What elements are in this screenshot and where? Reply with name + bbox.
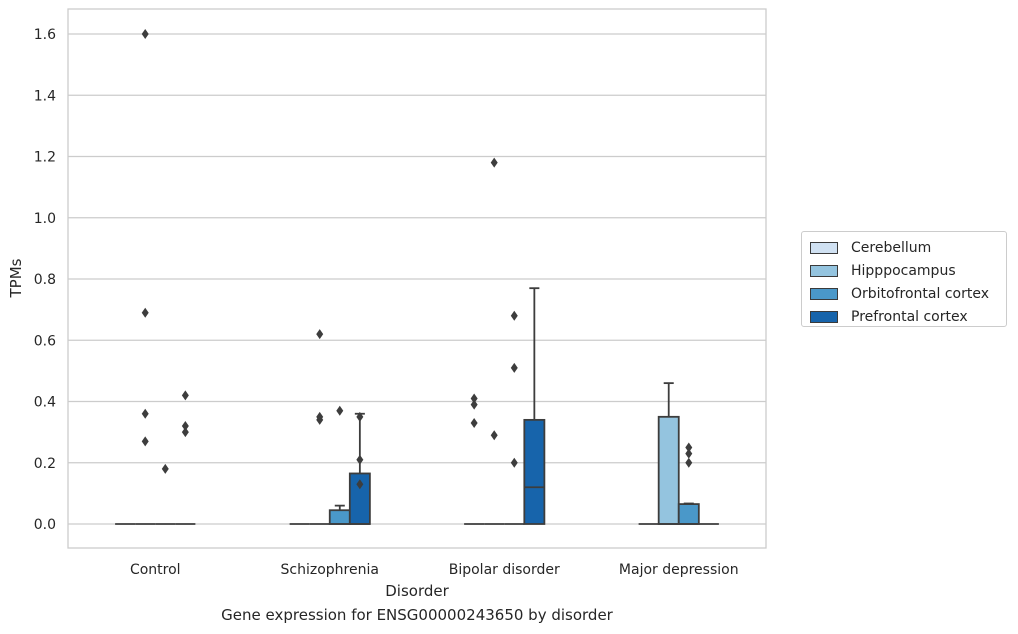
y-tick-label: 1.0 bbox=[34, 211, 56, 227]
box-prefrontal-cortex bbox=[175, 390, 196, 525]
legend-label: Orbitofrontal cortex bbox=[851, 285, 989, 302]
x-tick-label: Major depression bbox=[619, 562, 739, 578]
outlier-point bbox=[356, 454, 364, 465]
outlier-point bbox=[490, 157, 498, 168]
outlier-point bbox=[316, 411, 324, 422]
outlier-point bbox=[470, 393, 478, 404]
legend-label: Cerebellum bbox=[851, 239, 932, 256]
box-orbitofrontal-cortex bbox=[677, 442, 700, 525]
box-rect bbox=[328, 509, 351, 525]
outlier-point bbox=[141, 29, 149, 39]
x-tick-label: Bipolar disorder bbox=[449, 562, 560, 578]
box-orbitofrontal-cortex bbox=[155, 463, 176, 525]
outlier-point bbox=[181, 421, 189, 431]
outlier-point bbox=[685, 457, 693, 468]
y-tick-label: 0.4 bbox=[34, 395, 56, 411]
x-axis-title: Disorder bbox=[385, 582, 449, 600]
box-hipppocampus bbox=[484, 157, 505, 525]
legend-swatch bbox=[810, 241, 838, 254]
legend-swatch bbox=[810, 287, 838, 300]
outlier-point bbox=[181, 427, 189, 438]
y-tick-label: 1.4 bbox=[34, 88, 56, 104]
legend-item: Prefrontal cortex bbox=[810, 305, 1006, 328]
outlier-point bbox=[470, 399, 478, 410]
legend-label: Hipppocampus bbox=[851, 262, 956, 279]
outlier-point bbox=[470, 417, 478, 428]
legend-item: Hipppocampus bbox=[810, 259, 1006, 282]
box-prefrontal-cortex bbox=[348, 411, 371, 525]
x-tick-label: Control bbox=[130, 562, 181, 578]
box-orbitofrontal-cortex bbox=[328, 405, 351, 525]
outlier-point bbox=[490, 430, 498, 441]
legend-swatch bbox=[810, 264, 838, 277]
y-tick-label: 1.2 bbox=[34, 150, 56, 166]
legend: Cerebellum Hipppocampus Orbitofrontal cort… bbox=[801, 231, 1007, 327]
outlier-point bbox=[336, 405, 344, 416]
outlier-point bbox=[685, 448, 693, 459]
outlier-point bbox=[356, 411, 364, 422]
outlier-point bbox=[141, 436, 149, 447]
outlier-point bbox=[510, 457, 518, 468]
y-tick-labels: 0.0 0.2 0.4 0.6 0.8 1.0 1.2 1.4 1.6 bbox=[34, 27, 56, 533]
x-tick-labels: Control Schizophrenia Bipolar disorder Majo… bbox=[130, 562, 739, 578]
legend-label: Prefrontal cortex bbox=[851, 308, 968, 325]
legend-item: Cerebellum bbox=[810, 236, 1006, 259]
box-prefrontal-cortex bbox=[523, 287, 546, 525]
y-tick-label: 0.6 bbox=[34, 333, 56, 349]
box-hipppocampus bbox=[309, 329, 330, 525]
box-rect bbox=[677, 503, 700, 525]
gridlines bbox=[68, 33, 766, 525]
box-cerebellum bbox=[464, 393, 485, 525]
chart-caption: Gene expression for ENSG00000243650 by d… bbox=[221, 606, 613, 624]
x-tick-label: Schizophrenia bbox=[281, 562, 379, 578]
legend-item: Orbitofrontal cortex bbox=[810, 282, 1006, 305]
y-tick-label: 0.8 bbox=[34, 272, 56, 288]
outlier-point bbox=[510, 362, 518, 373]
outlier-point bbox=[141, 408, 149, 419]
outlier-point bbox=[316, 329, 324, 340]
box-hipppocampus bbox=[135, 29, 156, 525]
outlier-point bbox=[510, 310, 518, 321]
boxes bbox=[115, 29, 719, 525]
box-hipppocampus bbox=[657, 382, 680, 525]
outlier-point bbox=[161, 463, 169, 474]
box-rect bbox=[657, 415, 680, 525]
box-rect bbox=[523, 418, 546, 525]
plot-frame bbox=[67, 8, 767, 549]
outlier-point bbox=[141, 307, 149, 318]
outlier-point bbox=[181, 390, 189, 401]
y-tick-label: 1.6 bbox=[34, 27, 56, 43]
legend-swatch bbox=[810, 310, 838, 323]
y-tick-label: 0.2 bbox=[34, 456, 56, 472]
y-axis-title: TPMs bbox=[7, 258, 25, 298]
outlier-point bbox=[356, 479, 364, 490]
outlier-point bbox=[685, 442, 693, 453]
box-orbitofrontal-cortex bbox=[504, 310, 525, 525]
y-tick-label: 0.0 bbox=[34, 517, 56, 533]
